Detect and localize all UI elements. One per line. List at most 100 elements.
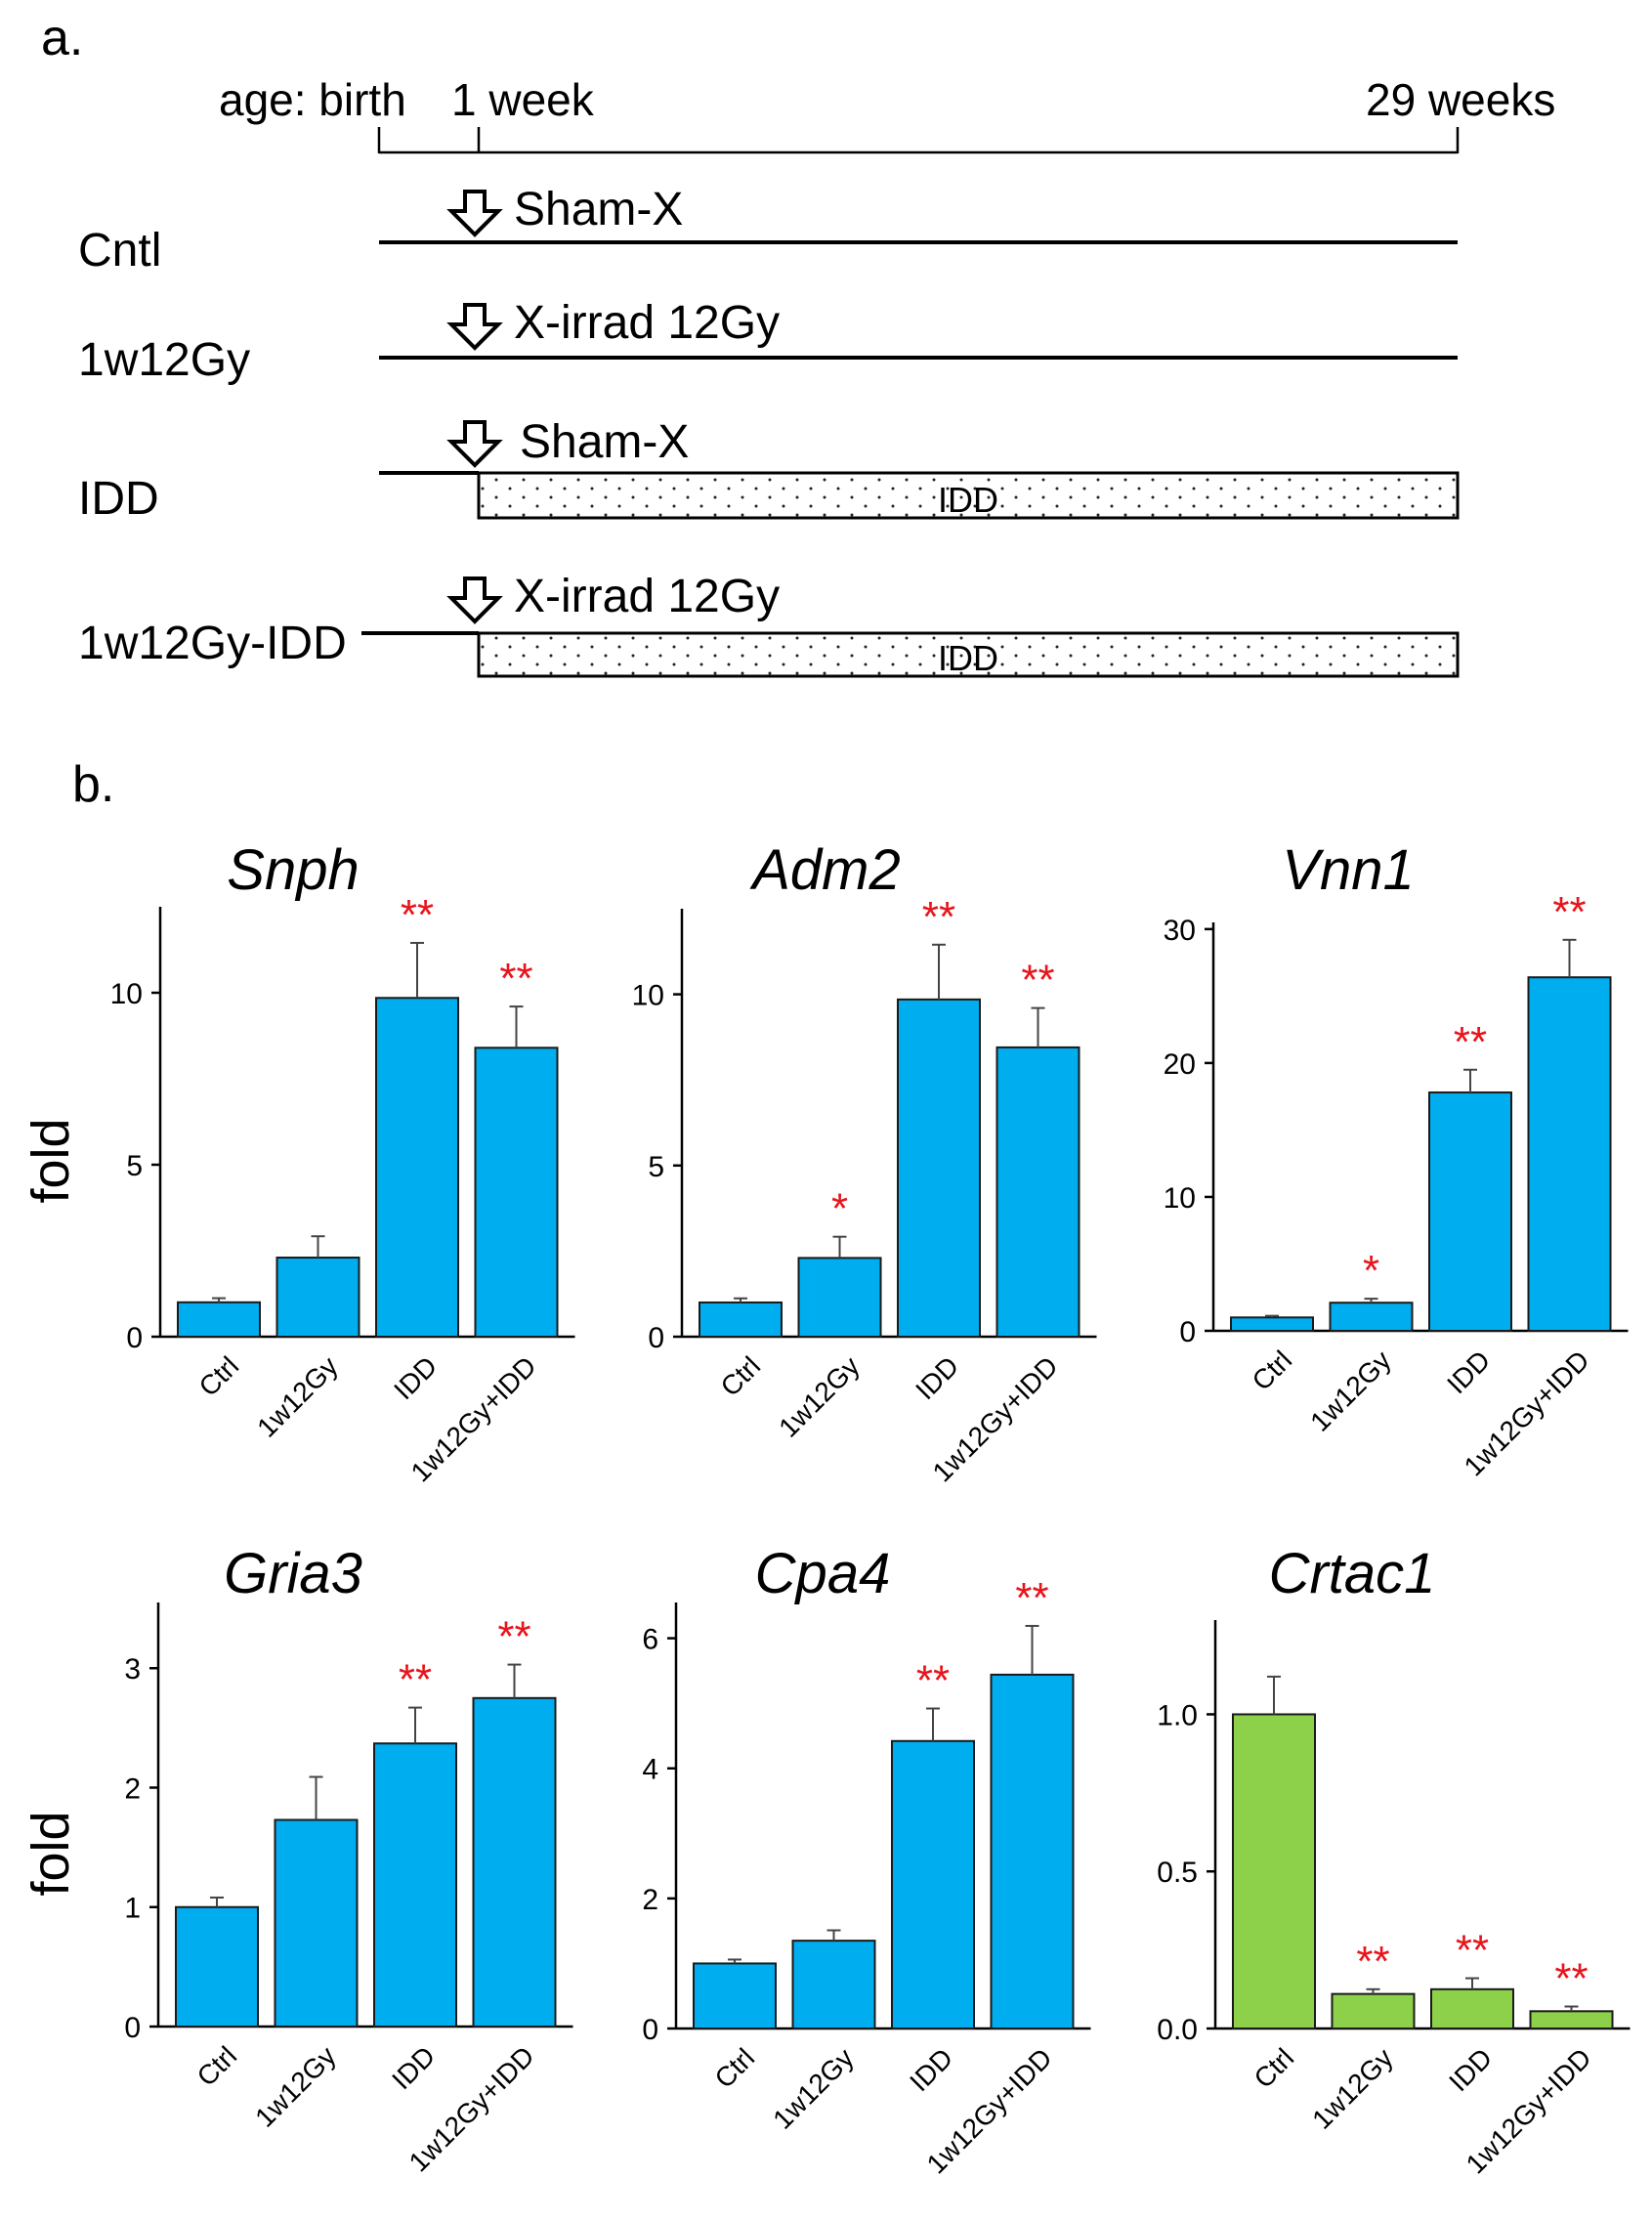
significance-marker: * [831, 1185, 848, 1233]
bar-1w12gy [1329, 1302, 1414, 1333]
significance-marker: ** [499, 955, 532, 1003]
x-tick-label: 1w12Gy [251, 1350, 344, 1443]
down-arrow-icon [449, 577, 500, 623]
down-arrow-icon [449, 303, 500, 350]
bar-1w12gy-idd [474, 1046, 559, 1338]
y-tick-label: 0 [648, 1322, 664, 1354]
y-tick-label: 2 [124, 1773, 141, 1805]
bar-1w12gy [791, 1940, 876, 2030]
bar-idd [897, 998, 981, 1339]
bar-ctrl [1230, 1316, 1314, 1332]
x-tick-label: Ctrl [193, 1350, 245, 1402]
bar-ctrl [693, 1962, 777, 2029]
y-tick-label: 0.0 [1157, 2014, 1198, 2046]
chart-title: Vnn1 [1282, 838, 1414, 902]
bar-idd [891, 1739, 975, 2029]
panel-a-label: a. [41, 10, 83, 66]
significance-marker: ** [1554, 1954, 1588, 2002]
chart-title: Adm2 [749, 838, 901, 902]
x-tick-label: IDD [1443, 2042, 1498, 2097]
significance-marker: ** [1356, 1938, 1389, 1986]
bar-1w12gy-idd [995, 1046, 1080, 1338]
group-name: Cntl [78, 225, 161, 277]
group-name: 1w12Gy [78, 334, 250, 386]
chart-title: Crtac1 [1269, 1542, 1436, 1605]
y-axis-label: fold [21, 1811, 80, 1896]
chart-crtac1: Crtac10.00.51.0Ctrl**1w12Gy**IDD**1w12Gy… [1157, 1542, 1631, 2180]
bar-1w12gy [797, 1257, 882, 1338]
y-tick-label: 10 [632, 980, 664, 1012]
diet-bar [477, 631, 1460, 678]
significance-marker: ** [1454, 1018, 1487, 1066]
group-cntl: Cntl Sham-X [78, 184, 1458, 277]
y-tick-label: 30 [1164, 915, 1196, 947]
diet-label: IDD [938, 480, 998, 520]
significance-marker: * [1363, 1247, 1379, 1295]
y-axis-label: fold [21, 1118, 80, 1203]
bar-1w12gy-idd [1529, 2010, 1614, 2030]
x-tick-label: Ctrl [709, 2042, 761, 2094]
down-arrow-icon [449, 190, 500, 236]
significance-marker: ** [1456, 1927, 1489, 1975]
x-tick-label: Ctrl [1247, 1345, 1298, 1396]
x-tick-label: 1w12Gy [773, 1350, 866, 1443]
x-tick-label: Ctrl [191, 2040, 243, 2092]
bar-idd [375, 997, 459, 1339]
significance-marker: ** [1015, 1574, 1048, 1622]
y-tick-label: 0.5 [1157, 1857, 1198, 1889]
bar-1w12gy-idd [990, 1673, 1075, 2029]
x-tick-label: IDD [1441, 1345, 1496, 1399]
timeline: age: birth 1 week 29 weeks [219, 74, 1555, 154]
group-1w12gy-idd: 1w12Gy-IDD X-irrad 12Gy IDD [78, 571, 1460, 678]
y-tick-label: 10 [1164, 1182, 1196, 1215]
diet-bar [477, 471, 1460, 520]
y-tick-label: 1.0 [1157, 1699, 1198, 1731]
chart-title: Snph [227, 838, 359, 902]
x-tick-label: IDD [386, 2040, 441, 2095]
treatment-label: X-irrad 12Gy [514, 571, 780, 622]
significance-marker: ** [916, 1657, 950, 1705]
y-tick-label: 0 [124, 2012, 141, 2044]
group-idd: IDD Sham-X IDD [78, 416, 1460, 525]
x-tick-label: IDD [910, 1350, 964, 1405]
significance-marker: ** [401, 891, 434, 939]
significance-marker: ** [922, 893, 955, 941]
down-arrow-icon [449, 420, 500, 467]
bar-1w12gy [1331, 1992, 1416, 2029]
x-tick-label: Ctrl [1249, 2042, 1300, 2094]
bar-1w12gy [274, 1818, 359, 2029]
y-tick-label: 2 [642, 1884, 658, 1916]
y-tick-label: 1 [124, 1893, 141, 1925]
x-tick-label: 1w12Gy [1304, 1345, 1397, 1437]
bar-ctrl [699, 1301, 783, 1338]
group-1w12gy: 1w12Gy X-irrad 12Gy [78, 297, 1458, 386]
chart-title: Gria3 [224, 1542, 362, 1605]
y-tick-label: 0 [126, 1322, 143, 1354]
y-tick-label: 3 [124, 1653, 141, 1686]
bar-1w12gy-idd [472, 1696, 557, 2029]
bar-idd [1428, 1091, 1512, 1333]
significance-marker: ** [399, 1656, 432, 1704]
x-tick-label: IDD [388, 1350, 443, 1405]
significance-marker: ** [1552, 888, 1586, 936]
bar-1w12gy [275, 1257, 360, 1339]
chart-title: Cpa4 [755, 1542, 891, 1605]
diet-label: IDD [938, 638, 998, 678]
y-tick-label: 0 [1179, 1316, 1196, 1348]
y-tick-label: 6 [642, 1624, 658, 1656]
timeline-1-week-label: 1 week [451, 74, 595, 125]
x-tick-label: IDD [904, 2042, 958, 2097]
bar-1w12gy-idd [1527, 976, 1612, 1333]
y-tick-label: 5 [126, 1150, 143, 1182]
treatment-label: Sham-X [520, 416, 689, 468]
x-tick-label: 1w12Gy [249, 2040, 342, 2133]
significance-marker: ** [1021, 957, 1054, 1004]
panel-a: a. age: birth 1 week 29 weeks Cntl Sham-… [41, 10, 1555, 678]
y-tick-label: 20 [1164, 1048, 1196, 1081]
